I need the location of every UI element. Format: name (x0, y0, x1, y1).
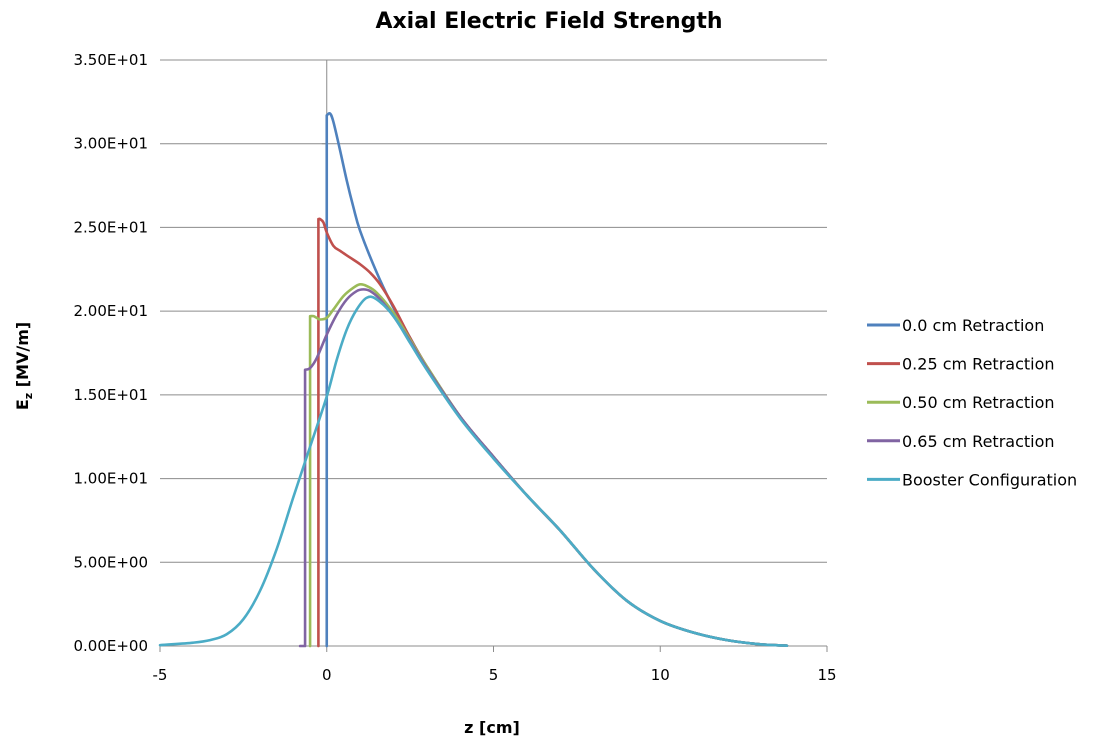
y-tick-label: 1.00E+01 (73, 470, 148, 488)
x-axis-label: z [cm] (464, 718, 520, 737)
series-line-0-0-cm-retraction (325, 111, 789, 648)
legend-item-0-25-cm-retraction: 0.25 cm Retraction (867, 355, 1055, 374)
y-tick-label: 3.50E+01 (73, 51, 148, 69)
series-line-booster-configuration (158, 295, 789, 647)
y-axis-label-main: E (13, 399, 32, 410)
legend: 0.0 cm Retraction 0.25 cm Retraction 0.50 … (867, 316, 1077, 489)
y-tick-label: 0.00E+00 (73, 637, 148, 655)
legend-label: 0.65 cm Retraction (902, 432, 1055, 451)
chart-title: Axial Electric Field Strength (375, 9, 722, 34)
legend-label: 0.0 cm Retraction (902, 316, 1044, 335)
x-tick-label: 0 (322, 666, 332, 684)
legend-label: Booster Configuration (902, 470, 1077, 489)
series-line-0-65-cm-retraction (298, 288, 789, 648)
legend-item-0-0-cm-retraction: 0.0 cm Retraction (867, 316, 1044, 335)
x-tick-label: 15 (817, 666, 836, 684)
x-tick-label: -5 (153, 666, 168, 684)
legend-item-0-65-cm-retraction: 0.65 cm Retraction (867, 432, 1055, 451)
y-tick-label: 5.00E+00 (73, 553, 148, 571)
series-line-0-25-cm-retraction (317, 217, 789, 648)
x-tick-labels: -5 0 5 10 15 (153, 666, 837, 684)
legend-label: 0.25 cm Retraction (902, 355, 1055, 374)
y-tick-label: 2.50E+01 (73, 218, 148, 236)
x-tick-label: 10 (651, 666, 670, 684)
legend-item-0-50-cm-retraction: 0.50 cm Retraction (867, 393, 1055, 412)
x-tick-label: 5 (489, 666, 499, 684)
y-tick-label: 1.50E+01 (73, 386, 148, 404)
axes (159, 59, 828, 652)
y-axis-label-units: [MV/m] (13, 322, 32, 393)
series-line-0-50-cm-retraction (308, 282, 789, 648)
y-tick-label: 3.00E+01 (73, 135, 148, 153)
y-axis-label: Ez [MV/m] (13, 322, 35, 410)
y-axis-label-subscript: z (22, 393, 35, 399)
legend-label: 0.50 cm Retraction (902, 393, 1055, 412)
legend-item-booster-configuration: Booster Configuration (867, 470, 1077, 489)
grid-lines (160, 59, 827, 563)
y-tick-label: 2.00E+01 (73, 302, 148, 320)
series-lines (158, 111, 789, 648)
y-tick-labels: 0.00E+00 5.00E+00 1.00E+01 1.50E+01 2.00E+01… (73, 51, 148, 655)
